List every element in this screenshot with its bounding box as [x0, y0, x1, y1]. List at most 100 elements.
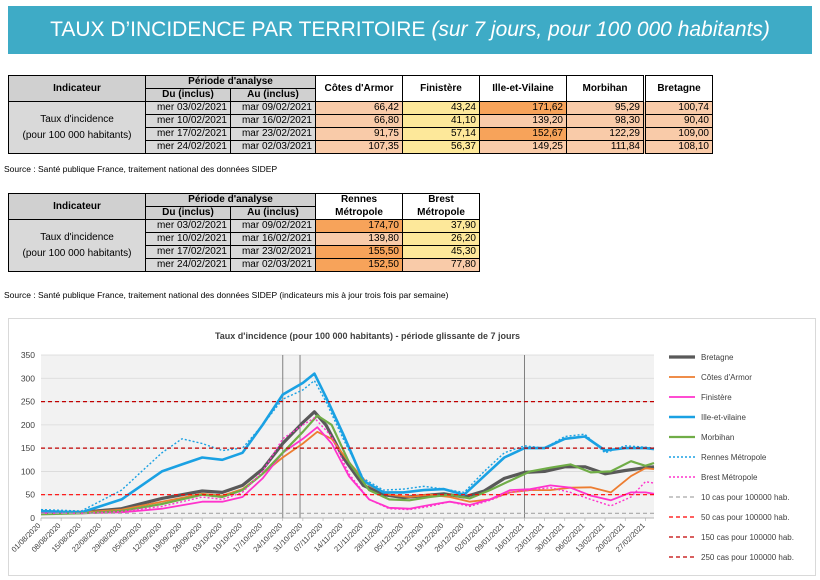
period-start: mer 24/02/2021	[145, 140, 231, 154]
y-tick-label: 250	[21, 397, 35, 407]
table2-source: Source : Santé publique France, traiteme…	[4, 290, 449, 300]
legend-label: Morbihan	[701, 433, 734, 442]
table-row: Taux d'incidence (pour 100 000 habitants)…	[8, 101, 713, 154]
incidence-table-departements: Indicateur Période d'analyse Côtes d'Armor…	[8, 75, 713, 154]
series-line-c-tes-d-armor	[40, 430, 655, 515]
header-au: Au (inclus)	[230, 206, 316, 220]
y-tick-label: 100	[21, 466, 35, 476]
series-line-brest-m-tropole	[41, 417, 655, 514]
value-cell: 122,29	[566, 127, 645, 141]
value-cell: 139,20	[479, 114, 567, 128]
table-row: mer 24/02/2021 mar 02/03/2021 107,35 56,37 1…	[9, 140, 713, 154]
series-line-finist-re	[41, 426, 655, 515]
row-label-line2: (pour 100 000 habitants)	[22, 247, 132, 259]
legend-label: 250 cas pour 100000 hab.	[701, 553, 794, 562]
y-tick-label: 50	[26, 490, 36, 500]
header-periode: Période d'analyse	[145, 75, 316, 89]
period-start: mer 03/02/2021	[145, 101, 231, 115]
value-cell: 41,10	[402, 114, 480, 128]
y-tick-label: 150	[21, 443, 35, 453]
value-cell: 37,90	[402, 219, 480, 233]
period-start: mer 24/02/2021	[145, 258, 231, 272]
row-label: Taux d'incidence (pour 100 000 habitants)	[8, 101, 146, 154]
header-col-4: Bretagne	[643, 75, 713, 102]
value-cell: 56,37	[402, 140, 480, 154]
period-end: mar 16/02/2021	[230, 232, 316, 246]
value-cell: 66,80	[315, 114, 403, 128]
value-cell: 91,75	[315, 127, 403, 141]
header-col-0: Côtes d'Armor	[315, 75, 403, 102]
series-line-morbihan	[40, 414, 655, 516]
y-tick-label: 200	[21, 420, 35, 430]
table-row: Taux d'incidence (pour 100 000 habitants)…	[8, 219, 480, 272]
y-tick-label: 350	[21, 350, 35, 360]
row-label-line2: (pour 100 000 habitants)	[22, 129, 132, 141]
legend-label: 150 cas pour 100000 hab.	[701, 533, 794, 542]
value-cell: 152,50	[315, 258, 403, 272]
value-cell: 152,67	[479, 127, 567, 141]
value-cell: 90,40	[643, 114, 713, 128]
value-cell: 66,42	[315, 101, 403, 115]
legend-label: Bretagne	[701, 353, 734, 362]
series-line-bretagne	[41, 410, 655, 514]
period-end: mar 09/02/2021	[230, 101, 316, 115]
header-col-2: Ille-et-Vilaine	[479, 75, 567, 102]
plot-area	[41, 355, 654, 518]
header-indicateur: Indicateur	[8, 75, 146, 102]
legend-label: Ille-et-vilaine	[701, 413, 746, 422]
value-cell: 155,50	[315, 245, 403, 259]
incidence-chart-svg: Taux d'incidence (pour 100 000 habitants…	[10, 331, 794, 562]
value-cell: 139,80	[315, 232, 403, 246]
header-au: Au (inclus)	[230, 88, 316, 102]
period-end: mar 02/03/2021	[230, 258, 316, 272]
header-brest-line2: Métropole	[402, 206, 480, 220]
header-rennes-line2: Métropole	[315, 206, 403, 220]
value-cell: 77,80	[402, 258, 480, 272]
period-end: mar 23/02/2021	[230, 245, 316, 259]
header-du: Du (inclus)	[145, 206, 231, 220]
row-label: Taux d'incidence (pour 100 000 habitants)	[8, 219, 146, 272]
row-label-line1: Taux d'incidence	[40, 113, 114, 125]
value-cell: 108,10	[643, 140, 713, 154]
period-start: mer 17/02/2021	[145, 245, 231, 259]
value-cell: 95,29	[566, 101, 645, 115]
value-cell: 111,84	[566, 140, 645, 154]
period-end: mar 16/02/2021	[230, 114, 316, 128]
header-col-1: Finistère	[402, 75, 480, 102]
period-start: mer 10/02/2021	[145, 114, 231, 128]
value-cell: 100,74	[643, 101, 713, 115]
period-end: mar 23/02/2021	[230, 127, 316, 141]
value-cell: 171,62	[479, 101, 567, 115]
period-start: mer 03/02/2021	[145, 219, 231, 233]
table-row: mer 17/02/2021 mar 23/02/2021 91,75 57,14 15…	[9, 127, 713, 141]
value-cell: 149,25	[479, 140, 567, 154]
y-tick-label: 0	[30, 513, 35, 523]
value-cell: 98,30	[566, 114, 645, 128]
value-cell: 57,14	[402, 127, 480, 141]
banner-subtitle: (sur 7 jours, pour 100 000 habitants)	[431, 18, 770, 41]
header-brest-line1: Brest	[402, 193, 480, 207]
legend-label: Finistère	[701, 393, 732, 402]
legend-label: 50 cas pour 100000 hab.	[701, 513, 790, 522]
header-col-3: Morbihan	[566, 75, 645, 102]
table-row: mer 10/02/2021 mar 16/02/2021 139,80 26,20	[9, 232, 480, 246]
row-label-line1: Taux d'incidence	[40, 231, 114, 243]
header-du: Du (inclus)	[145, 88, 231, 102]
incidence-chart: Taux d'incidence (pour 100 000 habitants…	[8, 318, 816, 576]
table-row: mer 24/02/2021 mar 02/03/2021 152,50 77,80	[9, 258, 480, 272]
header-rennes-line1: Rennes	[315, 193, 403, 207]
value-cell: 26,20	[402, 232, 480, 246]
header-periode: Période d'analyse	[145, 193, 316, 207]
value-cell: 107,35	[315, 140, 403, 154]
legend-label: Côtes d'Armor	[701, 373, 752, 382]
chart-title: Taux d'incidence (pour 100 000 habitants…	[215, 331, 520, 341]
value-cell: 43,24	[402, 101, 480, 115]
banner-title: TAUX D’INCIDENCE PAR TERRITOIRE	[50, 18, 426, 41]
incidence-table-metropoles: Indicateur Période d'analyse Rennes Brest Du…	[8, 193, 480, 272]
y-tick-label: 300	[21, 373, 35, 383]
series-line-rennes-m-tropole	[40, 379, 655, 512]
period-start: mer 10/02/2021	[145, 232, 231, 246]
period-start: mer 17/02/2021	[145, 127, 231, 141]
value-cell: 109,00	[643, 127, 713, 141]
value-cell: 174,70	[315, 219, 403, 233]
